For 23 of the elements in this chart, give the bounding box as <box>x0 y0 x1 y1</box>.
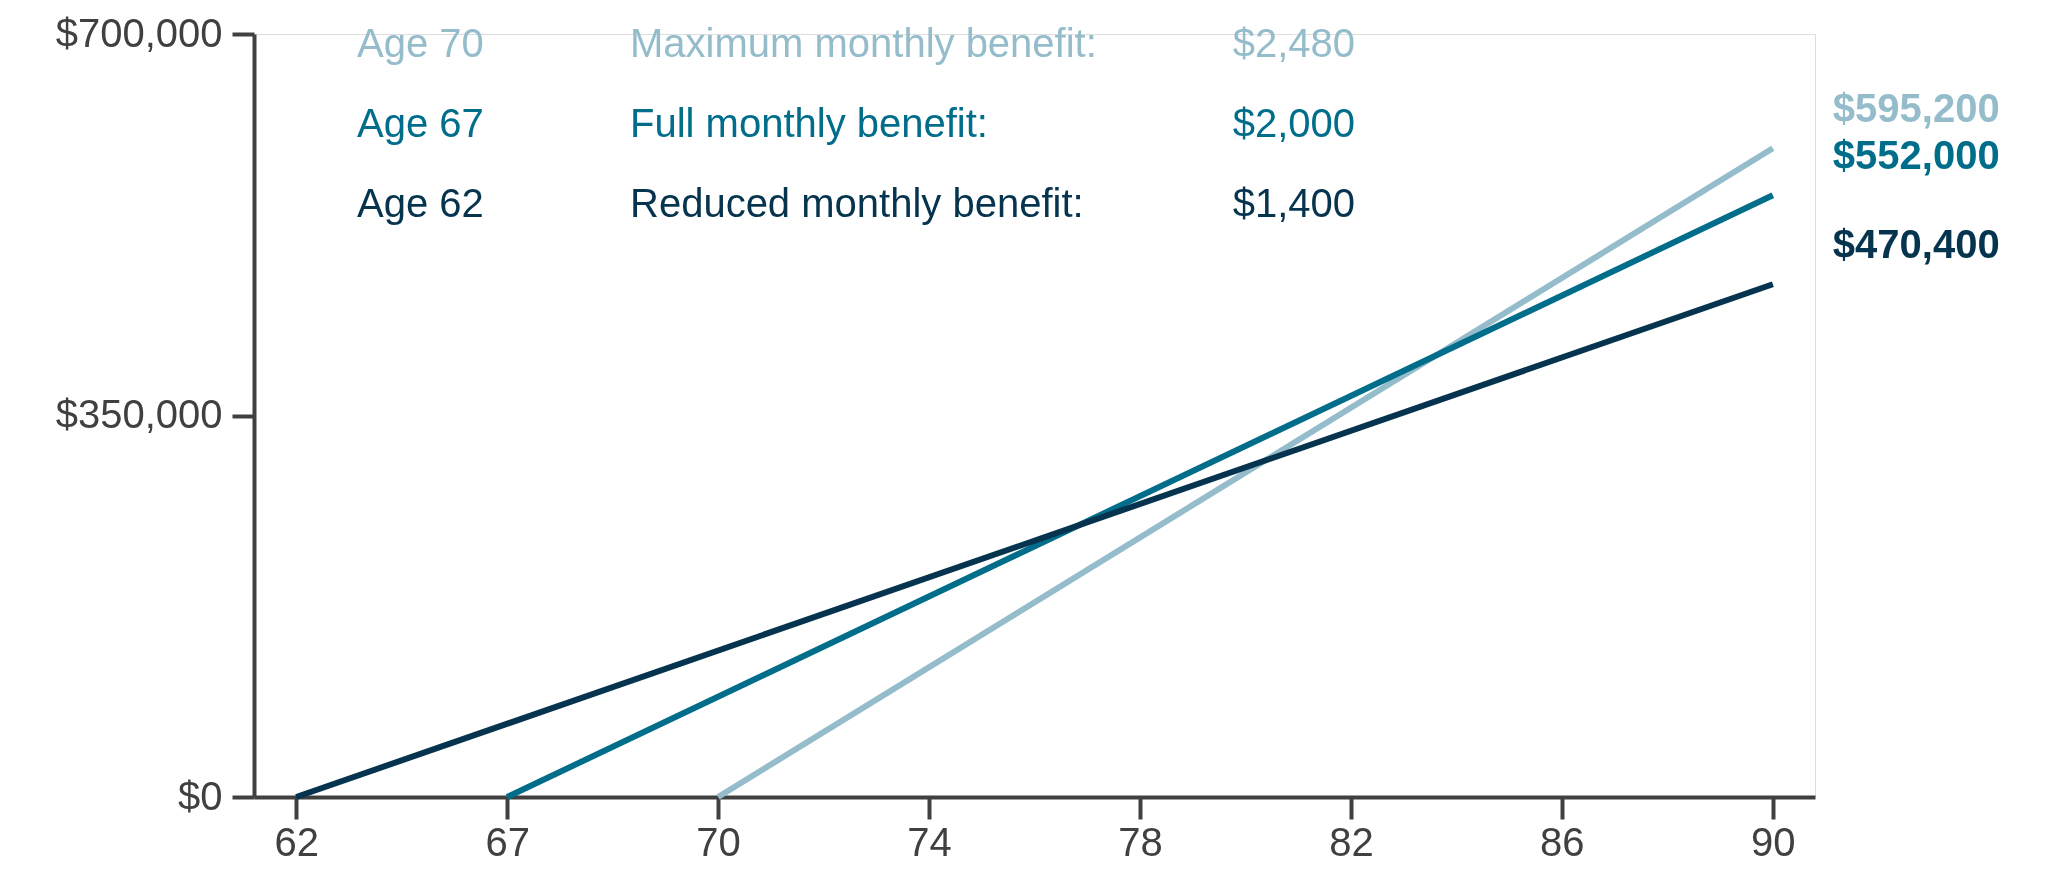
annotation: Maximum monthly benefit: <box>630 21 1097 65</box>
data-label: $595,200 <box>1832 86 2000 131</box>
annotation: $2,480 <box>1232 21 1355 65</box>
text: Age 70 <box>357 21 484 65</box>
x-tick-label: 70 <box>696 819 741 864</box>
data-label: $470,400 <box>1832 222 2000 267</box>
y-tick-label: $700,000 <box>55 10 223 55</box>
annotation: $2,000 <box>1232 101 1355 145</box>
annotation: Reduced monthly benefit: <box>630 181 1084 225</box>
y-tick-label: $0 <box>178 773 223 818</box>
y-tick-label: $350,000 <box>55 392 223 436</box>
x-tick-label: 78 <box>1118 819 1163 864</box>
x-tick-label: 90 <box>1751 819 1796 864</box>
x-tick-label: 62 <box>274 819 319 864</box>
x-tick-label: 82 <box>1329 819 1374 864</box>
x-tick-label: 67 <box>485 819 530 864</box>
annotation: $1,400 <box>1232 181 1355 225</box>
annotation: Full monthly benefit: <box>630 101 988 145</box>
text: Age 67 <box>357 101 484 145</box>
x-tick-label: 86 <box>1540 819 1585 864</box>
x-tick-label: 74 <box>907 819 952 864</box>
data-label: $552,000 <box>1832 133 2000 178</box>
text: Age 62 <box>357 181 484 225</box>
